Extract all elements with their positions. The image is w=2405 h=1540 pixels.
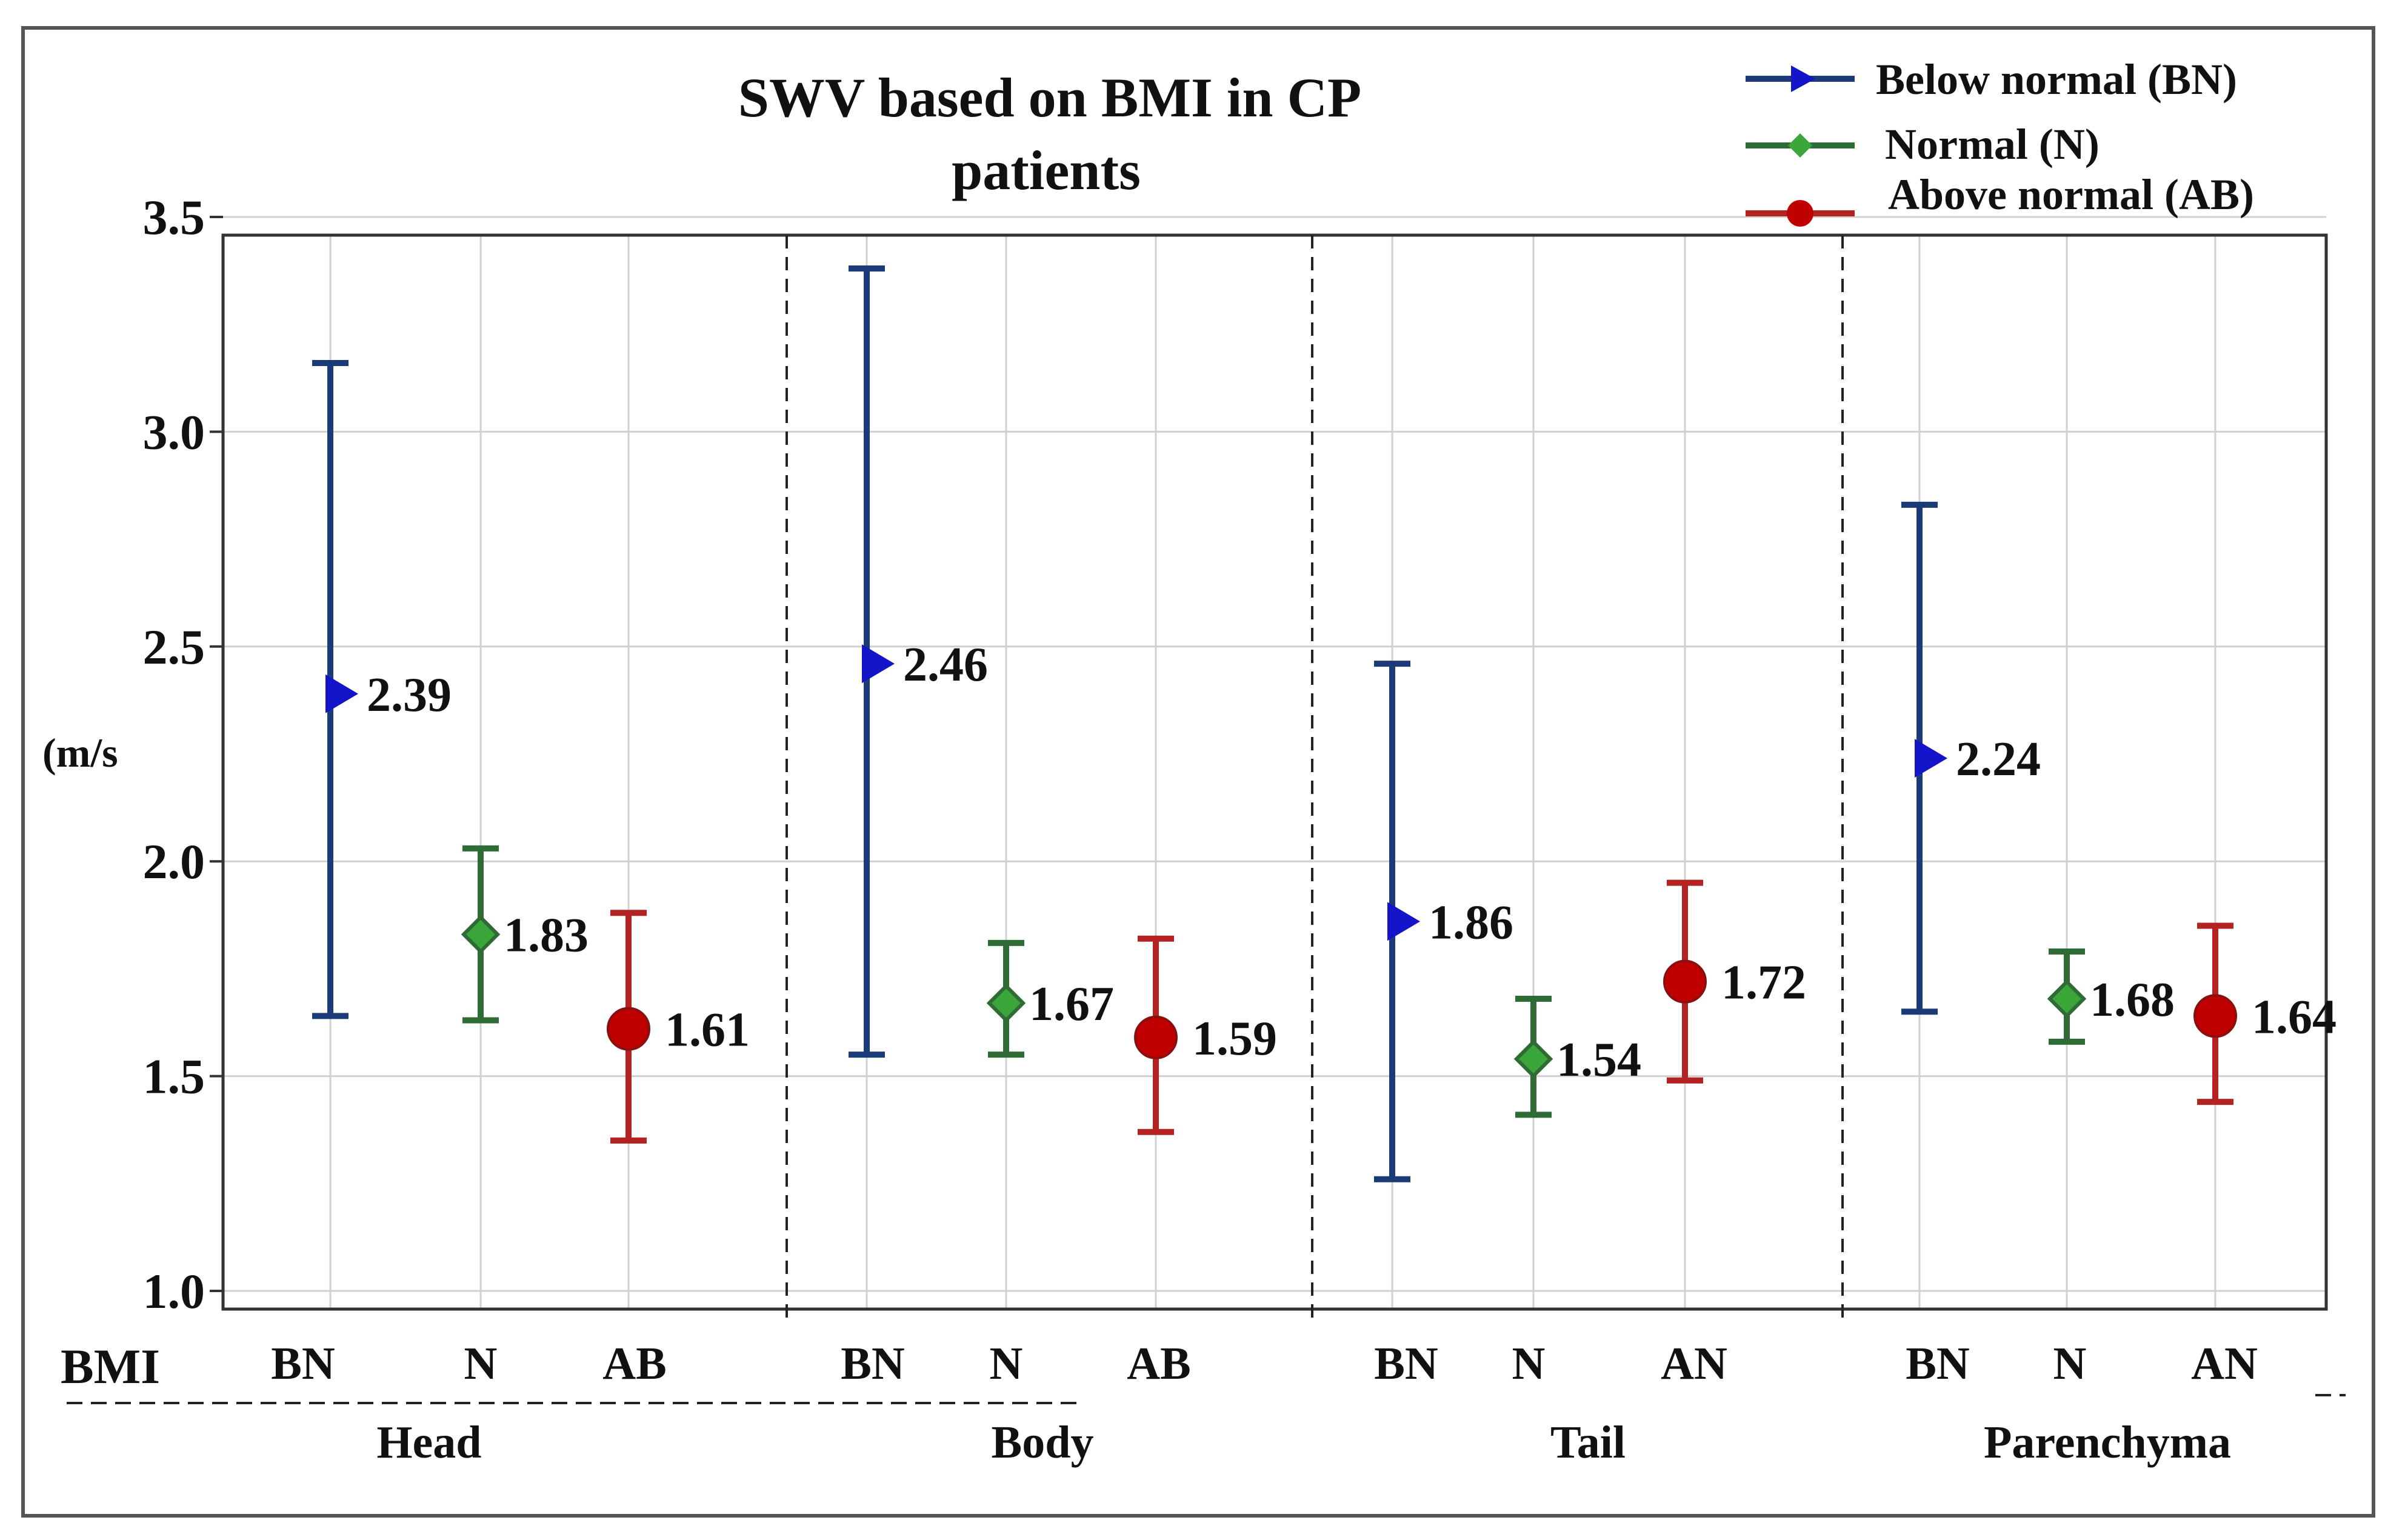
x-category-label: BN — [1906, 1338, 1970, 1389]
x-category-label: BN — [271, 1338, 335, 1389]
x-axis-label: BMI — [61, 1339, 160, 1394]
chart-title-line-2: patients — [952, 139, 1141, 201]
mean-marker-diamond — [986, 983, 1026, 1023]
x-category-label: AN — [1661, 1338, 1727, 1389]
data-label: 1.68 — [2090, 973, 2175, 1027]
group-label: Parenchyma — [1984, 1417, 2231, 1468]
mean-marker-diamond — [1513, 1039, 1553, 1079]
x-category-label: BN — [841, 1338, 905, 1389]
x-category-label: AN — [2191, 1338, 2258, 1389]
x-category-label: N — [990, 1338, 1023, 1389]
data-label: 2.24 — [1956, 733, 2041, 786]
data-label: 1.72 — [1721, 956, 1806, 1010]
mean-marker-circle — [1134, 1015, 1178, 1059]
x-category-label: N — [464, 1338, 498, 1389]
data-label: 2.39 — [367, 668, 452, 722]
x-category-label: AB — [602, 1338, 667, 1389]
y-tick-label: 3.0 — [143, 404, 205, 459]
y-tick-label: 2.5 — [143, 619, 205, 675]
legend-label-ab: Above normal (AB) — [1888, 170, 2254, 219]
mean-marker-diamond — [461, 915, 501, 954]
mean-marker-circle — [607, 1007, 650, 1051]
data-label: 1.67 — [1029, 978, 1114, 1031]
data-label: 1.64 — [2252, 990, 2337, 1044]
data-label: 1.59 — [1192, 1012, 1277, 1065]
x-category-label: N — [1512, 1338, 1546, 1389]
y-tick-label: 1.0 — [143, 1264, 205, 1319]
legend: Below normal (BN) Normal (N) Above norma… — [1746, 55, 2254, 227]
y-tick-label: 3.5 — [143, 190, 205, 245]
data-label: 1.86 — [1429, 896, 1513, 949]
legend-label-n: Normal (N) — [1885, 120, 2100, 168]
x-category-label: BN — [1374, 1338, 1438, 1389]
mean-marker-circle — [1663, 959, 1707, 1004]
group-label: Head — [376, 1417, 481, 1468]
legend-label-bn: Below normal (BN) — [1876, 55, 2237, 104]
y-tick-label: 2.0 — [143, 834, 205, 889]
legend-diamond-icon — [1788, 133, 1812, 158]
y-tick-label: 1.5 — [143, 1049, 205, 1104]
x-category-label: AB — [1127, 1338, 1191, 1389]
legend-circle-icon — [1787, 200, 1813, 227]
y-axis-label: (m/s — [42, 730, 118, 776]
mean-marker-circle — [2193, 994, 2237, 1038]
chart-title-line-1: SWV based on BMI in CP — [738, 67, 1361, 128]
plot-area-frame — [221, 233, 2328, 1311]
group-label: Tail — [1550, 1417, 1626, 1468]
mean-marker-diamond — [2047, 979, 2087, 1019]
x-category-label: N — [2053, 1338, 2087, 1389]
data-label: 1.83 — [504, 909, 589, 962]
legend-triangle-icon — [1791, 65, 1815, 92]
data-label: 1.61 — [665, 1004, 750, 1057]
outer-frame — [21, 26, 2375, 1518]
mean-marker-triangle — [862, 644, 895, 684]
group-label: Body — [992, 1417, 1094, 1468]
data-label: 1.54 — [1556, 1033, 1641, 1087]
data-label: 2.46 — [903, 638, 988, 692]
mean-marker-triangle — [1387, 902, 1420, 941]
mean-marker-triangle — [325, 674, 358, 713]
mean-marker-triangle — [1915, 739, 1947, 778]
